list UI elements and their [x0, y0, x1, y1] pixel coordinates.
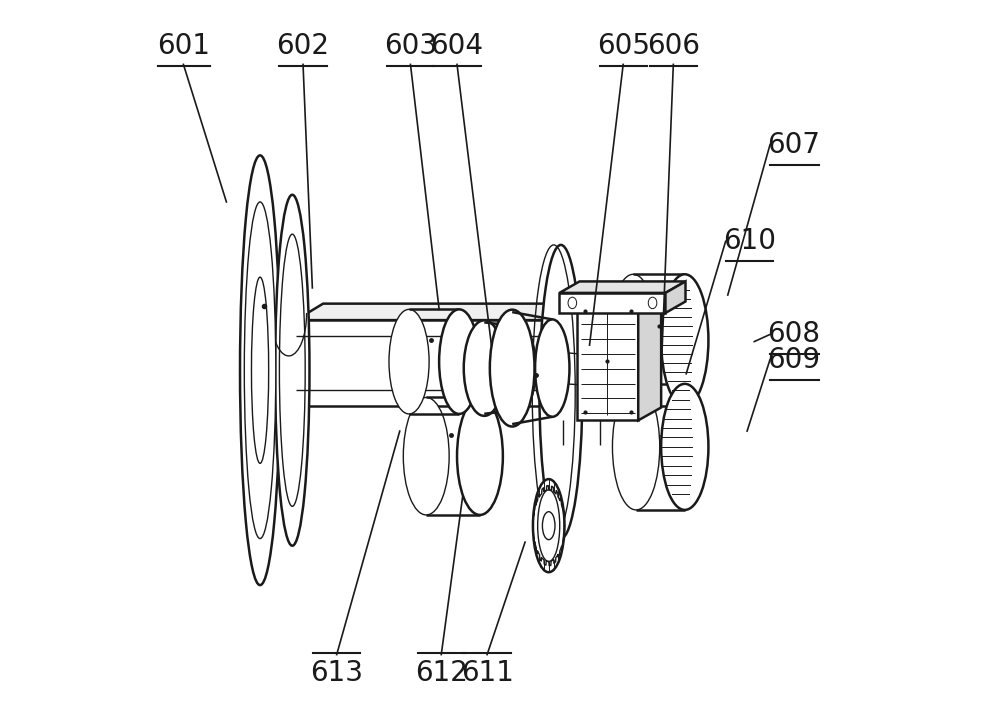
Ellipse shape [538, 490, 560, 562]
Ellipse shape [542, 512, 555, 540]
Ellipse shape [661, 274, 708, 406]
Text: 603: 603 [384, 32, 437, 60]
Ellipse shape [539, 245, 582, 539]
Ellipse shape [661, 384, 708, 510]
Text: 611: 611 [461, 659, 514, 687]
Text: 604: 604 [431, 32, 484, 60]
Polygon shape [559, 293, 665, 313]
Polygon shape [547, 303, 574, 406]
Polygon shape [296, 303, 574, 320]
Text: 607: 607 [767, 131, 820, 159]
Ellipse shape [279, 234, 305, 506]
Ellipse shape [251, 277, 269, 463]
Ellipse shape [457, 398, 503, 515]
Text: 606: 606 [647, 32, 700, 60]
Ellipse shape [275, 195, 309, 546]
Polygon shape [665, 281, 686, 313]
Polygon shape [296, 320, 547, 406]
Text: 608: 608 [767, 321, 820, 349]
Ellipse shape [244, 202, 276, 539]
Text: 613: 613 [310, 659, 363, 687]
Polygon shape [638, 289, 661, 421]
Text: 605: 605 [597, 32, 650, 60]
Polygon shape [577, 289, 661, 302]
Text: 602: 602 [277, 32, 330, 60]
Ellipse shape [490, 310, 535, 426]
Ellipse shape [464, 321, 505, 416]
Ellipse shape [240, 155, 280, 585]
Text: 609: 609 [767, 346, 820, 373]
Ellipse shape [504, 326, 536, 410]
Polygon shape [559, 281, 686, 293]
Text: 601: 601 [157, 32, 210, 60]
Text: 612: 612 [415, 659, 468, 687]
Polygon shape [577, 302, 638, 421]
Ellipse shape [533, 479, 564, 572]
Ellipse shape [612, 384, 660, 510]
Text: 610: 610 [723, 227, 776, 255]
Ellipse shape [535, 319, 569, 417]
Ellipse shape [389, 309, 429, 414]
Ellipse shape [403, 398, 449, 515]
Ellipse shape [610, 274, 657, 406]
Ellipse shape [439, 309, 479, 414]
